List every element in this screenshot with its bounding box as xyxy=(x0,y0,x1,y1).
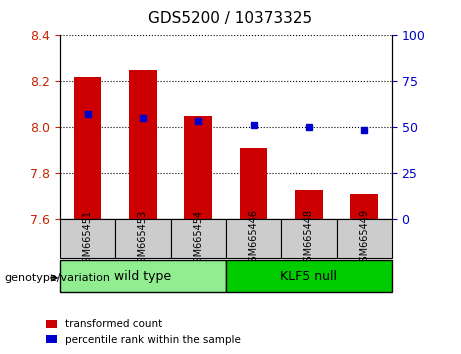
FancyBboxPatch shape xyxy=(337,219,392,258)
Bar xyxy=(240,148,267,219)
FancyBboxPatch shape xyxy=(115,219,171,258)
FancyBboxPatch shape xyxy=(60,260,226,292)
Legend: transformed count, percentile rank within the sample: transformed count, percentile rank withi… xyxy=(42,315,245,349)
FancyBboxPatch shape xyxy=(226,260,392,292)
Bar xyxy=(74,77,101,219)
Text: GDS5200 / 10373325: GDS5200 / 10373325 xyxy=(148,11,313,25)
Bar xyxy=(295,189,323,219)
Text: wild type: wild type xyxy=(114,270,171,282)
FancyBboxPatch shape xyxy=(60,219,115,258)
Text: genotype/variation: genotype/variation xyxy=(5,273,111,283)
Bar xyxy=(129,70,157,219)
Text: GSM665448: GSM665448 xyxy=(304,210,314,268)
Text: KLF5 null: KLF5 null xyxy=(280,270,337,282)
Text: GSM665453: GSM665453 xyxy=(138,209,148,269)
Text: GSM665449: GSM665449 xyxy=(359,210,369,268)
FancyBboxPatch shape xyxy=(171,219,226,258)
Text: GSM665451: GSM665451 xyxy=(83,209,93,269)
FancyBboxPatch shape xyxy=(226,219,281,258)
FancyBboxPatch shape xyxy=(281,219,337,258)
Bar xyxy=(184,116,212,219)
Text: GSM665454: GSM665454 xyxy=(193,209,203,269)
Text: GSM665446: GSM665446 xyxy=(248,210,259,268)
Bar xyxy=(350,194,378,219)
